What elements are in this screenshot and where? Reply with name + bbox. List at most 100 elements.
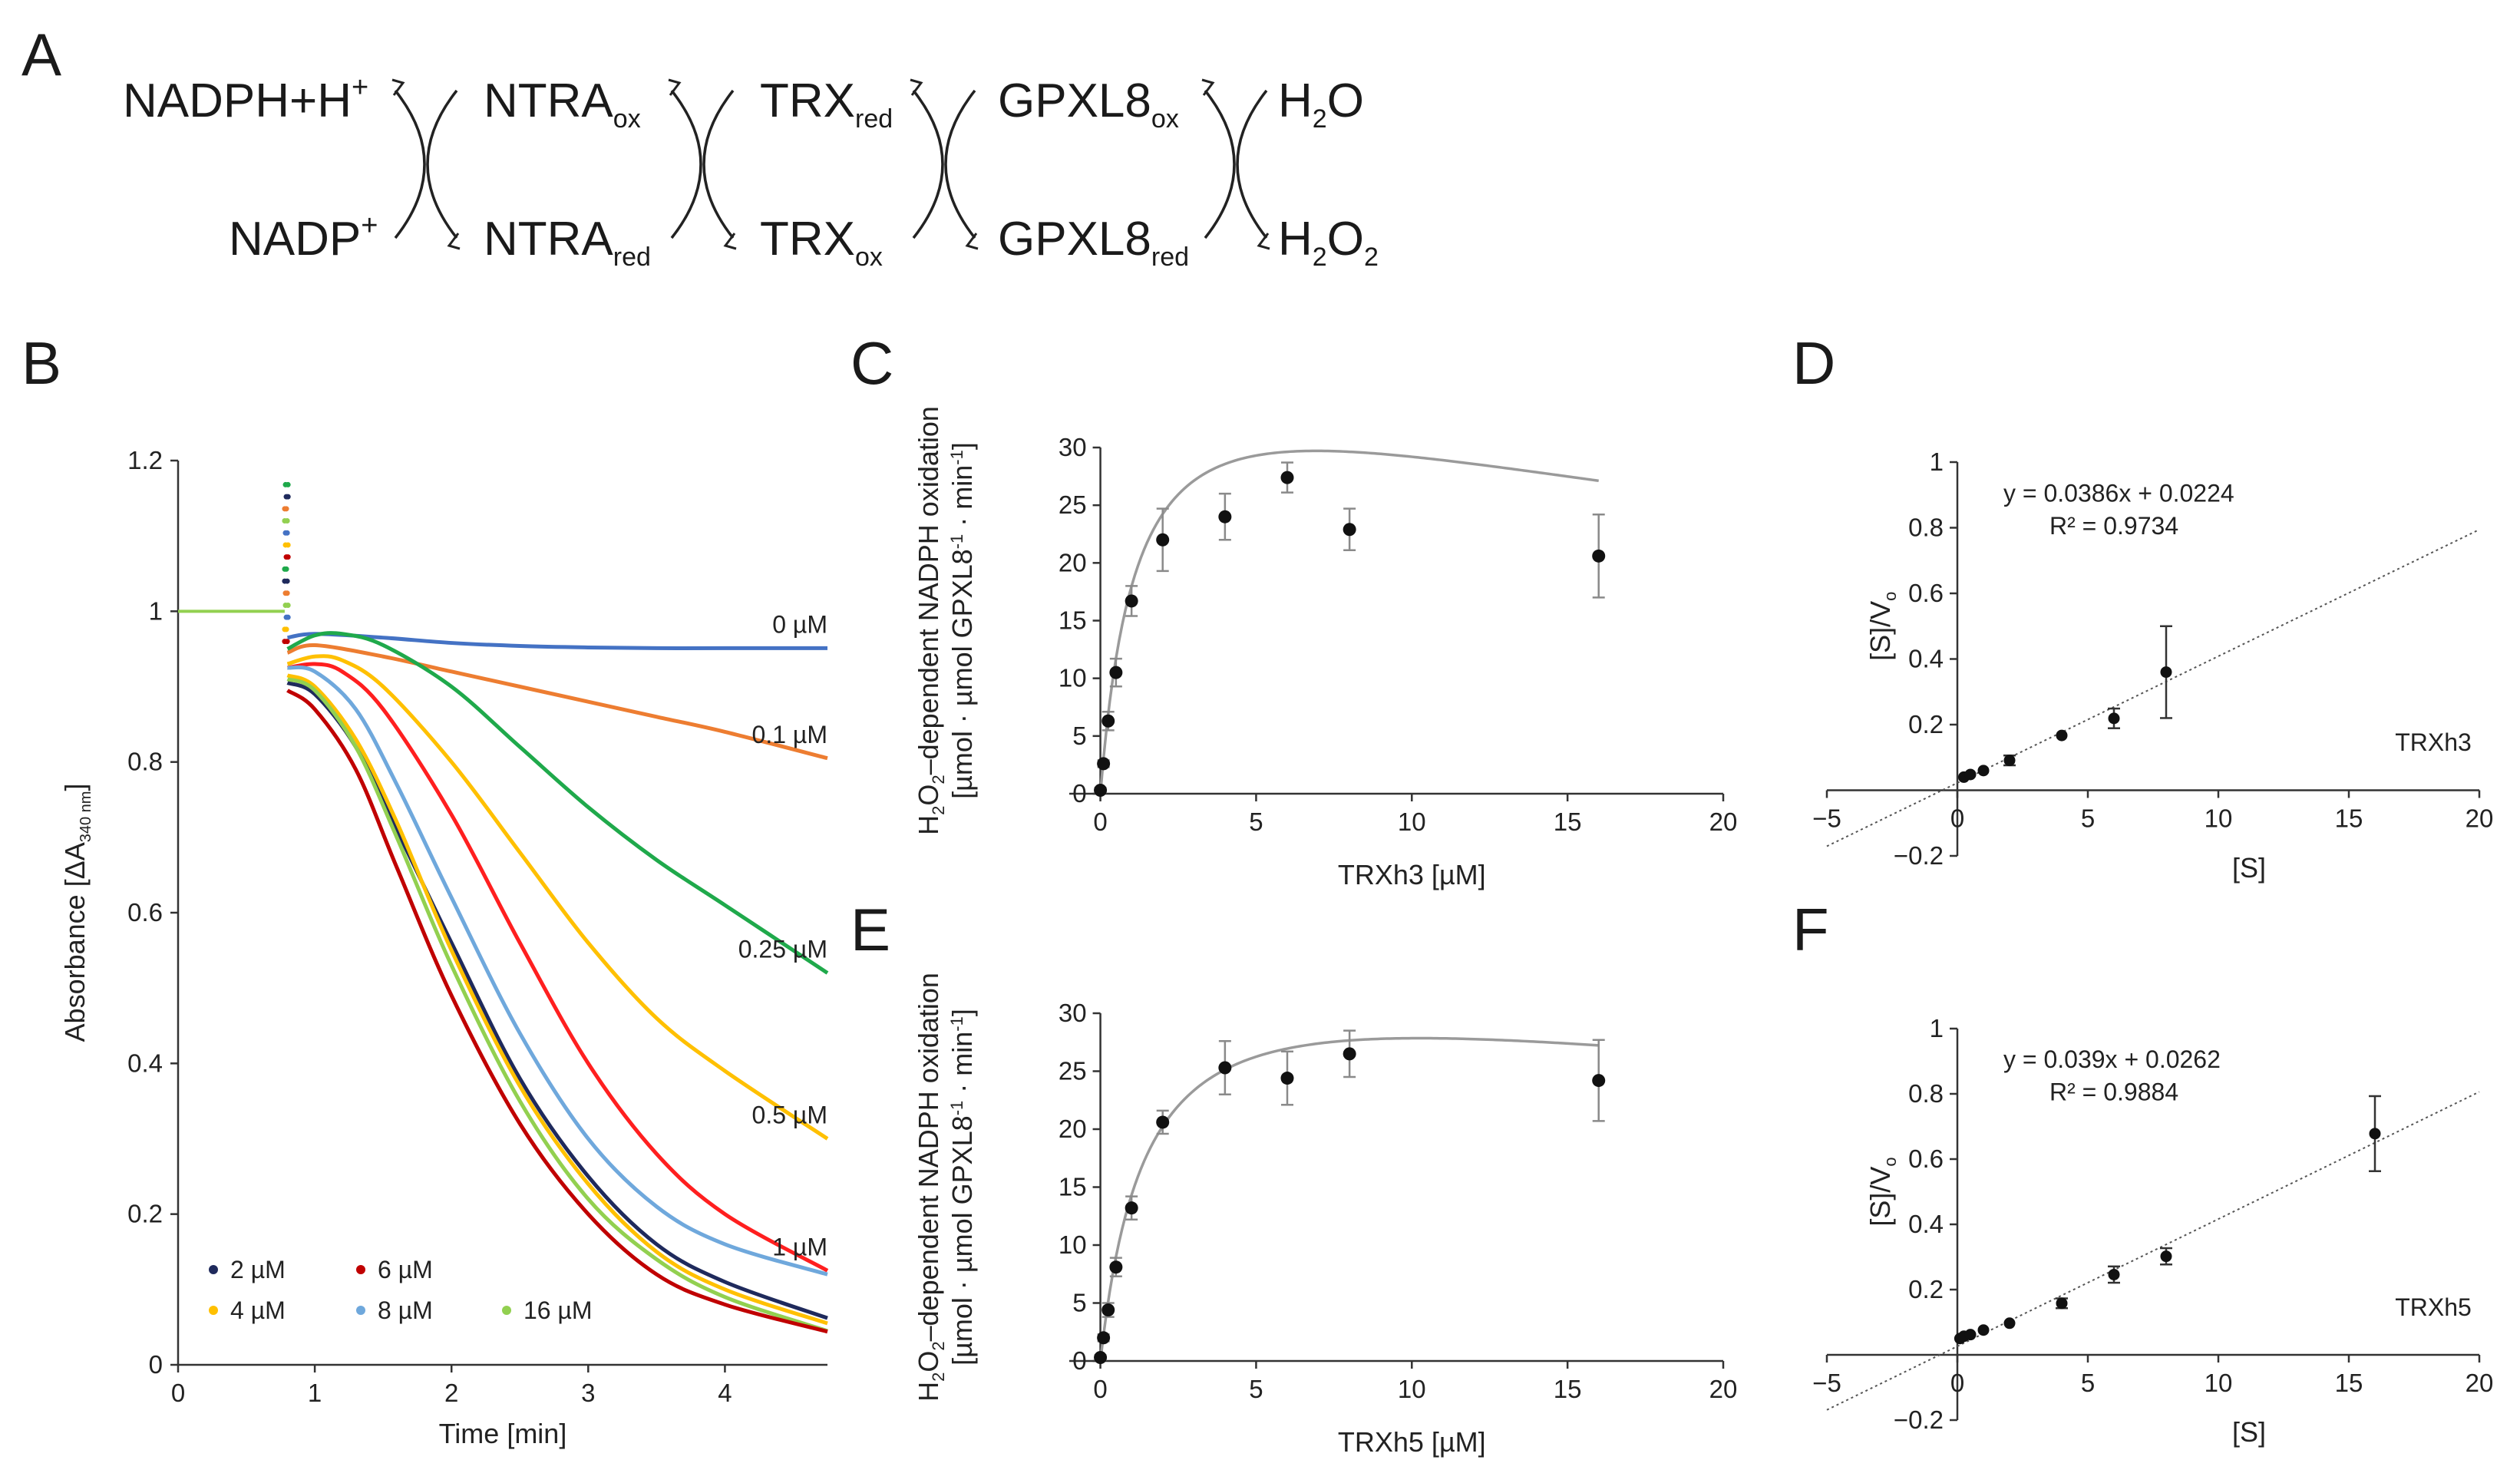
data-point [1101,714,1115,728]
x-tick-label: 10 [2205,804,2233,833]
arrow-head-icon [668,78,682,96]
x-tick-label: 4 [718,1379,732,1407]
data-point [2003,1317,2016,1330]
scheme-bottom-3: GPXL8red [998,213,1189,272]
y-label-part: H [913,1382,944,1402]
y-axis-label-text: Absorbance [ΔA [59,842,91,1042]
data-point [1156,1115,1170,1129]
y-tick-label: 0 [1072,779,1086,808]
y-label-part: –dependent NADPH oxidation [913,973,944,1341]
arrow-head-icon [391,78,405,96]
y-tick-label: 20 [1059,1115,1087,1143]
x-tick-label: 20 [2466,804,2494,833]
y-label-sup: -1 [947,450,966,465]
legend-marker [356,1265,365,1274]
arrow-head-icon [965,233,979,250]
series-line-6M [286,689,828,1334]
mixing-spike-point [284,639,290,645]
y-axis-label: [S]/Vo [1864,592,1900,661]
panel-label-e: E [850,896,890,963]
data-point [2369,1128,2381,1140]
y-label-sub: 2 [929,775,948,784]
y-label-part: ] [946,1009,978,1016]
scheme-bottom-4: H2O2 [1278,213,1379,272]
y-label-sub: 2 [929,1372,948,1382]
x-axis-label: [S] [2232,852,2266,884]
x-tick-label: 10 [1398,808,1426,836]
panel-label-c: C [850,329,893,397]
x-tick-label: 15 [2335,1369,2363,1397]
data-point [1218,510,1232,524]
y-axis-label-text: [S]/V [1864,1167,1896,1227]
y-axis-label-line2: [µmol · µmol GPXL8-1 · min-1] [946,442,978,799]
y-label-part: ] [946,442,978,450]
data-point [1094,1350,1108,1364]
arrow-head-icon [723,233,737,250]
arrow-head-icon [910,78,923,96]
data-point [1280,1072,1294,1085]
y-label-part: O [913,785,944,806]
y-tick-label: 20 [1059,548,1087,576]
y-axis-label-sub: 340 nm [78,791,94,843]
panel-label-d: D [1792,329,1835,397]
x-tick-label: 10 [2205,1369,2233,1397]
x-tick-label: 20 [1709,808,1738,836]
x-axis-label: TRXh5 [µM] [1338,1426,1486,1458]
y-axis-label-line2: [µmol · µmol GPXL8-1 · min-1] [946,1009,978,1366]
scheme-top-2: TRXred [760,74,893,134]
data-point [1101,1303,1115,1317]
data-point [2108,712,2120,725]
legend-marker [356,1306,365,1315]
x-tick-label: 0 [1093,808,1107,836]
trendline [1826,1091,2480,1411]
y-tick-label: 0.6 [127,898,163,927]
x-axis-label: TRXh3 [µM] [1338,859,1486,890]
y-label-sup: -1 [947,1016,966,1032]
x-tick-label: 1 [308,1379,322,1407]
reaction-arc-right-0 [426,89,458,239]
reaction-arc-left-1 [670,89,702,239]
data-point [1094,783,1108,797]
fit-curve [1098,1036,1599,1362]
data-point [2108,1268,2120,1280]
absorbance-time-chart: 0 1 2 3 4 0 0.2 0.4 0.6 0.8 1 1.2 Absorbance [ΔA340 … [59,446,829,1449]
panel-label-a: A [21,21,61,88]
y-tick-label: 15 [1059,1173,1087,1201]
x-tick-label: 5 [2081,804,2095,833]
series-line-4M [286,673,828,1326]
series-label: 1 µM [772,1233,827,1260]
data-point [1109,1260,1123,1274]
arrow-head-icon [1201,78,1215,96]
x-tick-label: −5 [1812,1369,1841,1397]
mixing-spike-point [283,494,289,500]
x-tick-label: 0 [1950,1369,1964,1397]
data-point [2003,755,2016,767]
trxh5-hanes-woolf-chart: −5 0 5 10 15 20 −0.2 0.2 0.4 0.6 0.8 1 y = 0.039x + … [1812,1014,2493,1448]
legend-label: 8 µM [378,1296,433,1324]
x-tick-label: 3 [581,1379,595,1407]
legend-label: 16 µM [523,1296,593,1324]
y-tick-label: 25 [1059,491,1087,519]
mixing-spike-point [283,614,289,620]
reaction-arc-left-0 [394,89,426,239]
y-label-sup: -1 [947,1101,966,1116]
x-tick-label: 15 [1554,808,1582,836]
scheme-top-1: NTRAox [484,74,641,134]
y-tick-label: 30 [1059,999,1087,1027]
mixing-spike-point [285,481,291,487]
y-tick-label: 0.4 [127,1049,163,1077]
y-tick-label: 1 [149,596,163,625]
y-tick-label: 0 [1072,1346,1086,1375]
series-tag: TRXh5 [2395,1293,2472,1321]
x-tick-label: −5 [1812,804,1841,833]
y-tick-label: 30 [1059,433,1087,461]
mixing-spike-point [283,554,289,560]
reaction-arc-left-3 [1204,89,1236,239]
data-point [1125,594,1138,608]
scheme-top-4: H2O [1278,74,1364,134]
data-point [1280,471,1294,484]
mixing-spike-point [285,542,291,548]
reaction-arrows [391,78,1270,250]
data-point [1343,1047,1356,1061]
